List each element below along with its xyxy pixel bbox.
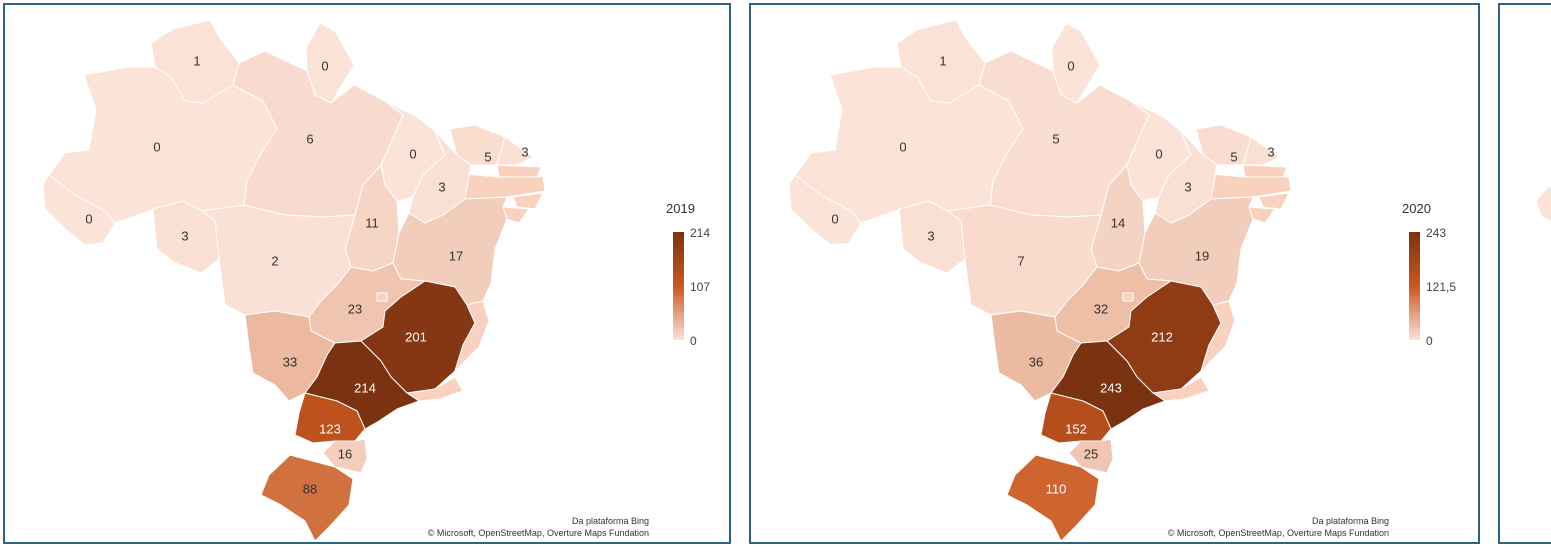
state-df: [376, 292, 388, 302]
value-label-pr: 152: [1065, 421, 1087, 436]
state-pb: [496, 164, 542, 178]
state-sc: [322, 438, 368, 474]
value-label-mt: 7: [1017, 253, 1024, 268]
value-label-ma: 0: [409, 146, 416, 161]
legend-color-scale: [673, 232, 684, 340]
state-es: [454, 300, 490, 372]
state-al: [1258, 192, 1290, 210]
value-label-go: 23: [348, 301, 362, 316]
value-label-pa: 5: [1052, 131, 1059, 146]
value-label-mg: 212: [1151, 329, 1173, 344]
state-rs: [260, 454, 354, 542]
value-label-rs: 88: [303, 481, 317, 496]
value-label-sp: 214: [354, 380, 376, 395]
value-label-rn: 3: [1267, 144, 1274, 159]
state-sc: [1068, 438, 1114, 474]
legend-title: 2019: [666, 201, 695, 216]
legend-min: 0: [1426, 334, 1433, 348]
value-label-ma: 0: [1155, 146, 1162, 161]
map-panel-2019: 1 0 0 6 0 5 3 3 0 3 11 17 2 23 201 33 214 123 16 88 2019 21…: [3, 3, 731, 544]
value-label-ro: 3: [927, 228, 934, 243]
value-label-sc: 16: [338, 446, 352, 461]
attribution-copyright: © Microsoft, OpenStreetMap, Overture Map…: [427, 528, 649, 538]
value-label-ap: 0: [321, 58, 328, 73]
value-label-ac: 0: [85, 211, 92, 226]
value-label-ms: 36: [1029, 354, 1043, 369]
state-rn: [1242, 136, 1280, 166]
value-label-mg: 201: [405, 329, 427, 344]
value-label-ac: 0: [831, 211, 838, 226]
state-ma: [1126, 100, 1192, 202]
state-es: [1200, 300, 1236, 372]
legend-title: 2020: [1402, 201, 1431, 216]
value-label-to: 11: [365, 215, 379, 230]
attribution-source: Da plataforma Bing: [1311, 516, 1389, 526]
legend-min: 0: [690, 334, 697, 348]
value-label-am: 0: [153, 139, 160, 154]
value-label-pi: 3: [438, 179, 445, 194]
value-label-pr: 123: [319, 421, 341, 436]
state-al: [512, 192, 544, 210]
legend-max: 214: [690, 226, 711, 240]
legend-mid: 121,5: [1426, 280, 1457, 294]
map-fragment: [1535, 185, 1551, 223]
value-label-am: 0: [899, 139, 906, 154]
state-ac: [788, 174, 862, 246]
value-label-to: 14: [1111, 215, 1125, 230]
value-label-pa: 6: [306, 131, 313, 146]
state-ac: [42, 174, 116, 246]
value-label-ro: 3: [181, 228, 188, 243]
attribution-copyright: © Microsoft, OpenStreetMap, Overture Map…: [1167, 528, 1389, 538]
state-df: [1122, 292, 1134, 302]
value-label-ce: 5: [1230, 149, 1237, 164]
value-label-ms: 33: [283, 354, 297, 369]
legend-mid: 107: [690, 280, 711, 294]
map-panel-2020: 1 0 0 5 0 5 3 3 0 3 14 19 7 32 212 36 243 152 25 110 2020 2…: [749, 3, 1480, 544]
value-label-go: 32: [1094, 301, 1108, 316]
value-label-sp: 243: [1100, 380, 1122, 395]
state-rn: [496, 136, 534, 166]
state-rs: [1006, 454, 1100, 542]
value-label-rr: 1: [939, 53, 946, 68]
value-label-ba: 17: [449, 248, 463, 263]
state-se: [1248, 206, 1276, 224]
state-se: [502, 206, 530, 224]
brazil-map-2020: 1 0 0 5 0 5 3 3 0 3 14 19 7 32 212 36 243 152 25 110: [788, 19, 1292, 542]
value-label-rn: 3: [521, 144, 528, 159]
value-label-mt: 2: [271, 253, 278, 268]
value-label-sc: 25: [1084, 446, 1098, 461]
legend-color-scale: [1409, 232, 1420, 340]
attribution-source: Da plataforma Bing: [571, 516, 649, 526]
value-label-rr: 1: [193, 53, 200, 68]
state-ma: [380, 100, 446, 202]
legend-max: 243: [1426, 226, 1447, 240]
map-panel-partial: [1498, 3, 1551, 544]
value-label-pi: 3: [1184, 179, 1191, 194]
state-pb: [1242, 164, 1288, 178]
value-label-rs: 110: [1046, 481, 1067, 496]
value-label-ap: 0: [1067, 58, 1074, 73]
value-label-ce: 5: [484, 149, 491, 164]
value-label-ba: 19: [1195, 248, 1209, 263]
